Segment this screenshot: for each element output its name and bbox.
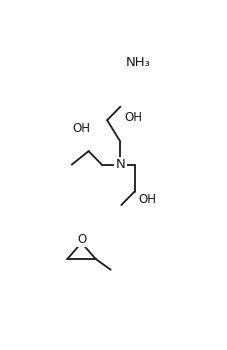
Text: N: N	[115, 158, 125, 171]
Text: OH: OH	[72, 122, 90, 135]
Text: NH₃: NH₃	[125, 56, 150, 69]
Text: OH: OH	[138, 193, 156, 206]
Text: OH: OH	[124, 111, 142, 124]
Text: O: O	[76, 233, 86, 246]
